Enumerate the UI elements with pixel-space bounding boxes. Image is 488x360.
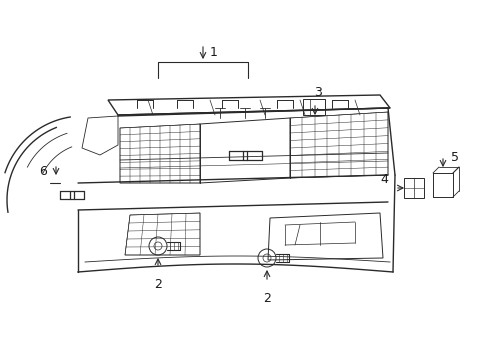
Text: 6: 6	[39, 166, 47, 179]
Text: 3: 3	[313, 85, 321, 99]
Text: 4: 4	[379, 174, 387, 186]
Text: 2: 2	[154, 278, 162, 291]
Text: 2: 2	[263, 292, 270, 305]
Text: 5: 5	[450, 152, 458, 165]
Text: 1: 1	[209, 45, 218, 58]
